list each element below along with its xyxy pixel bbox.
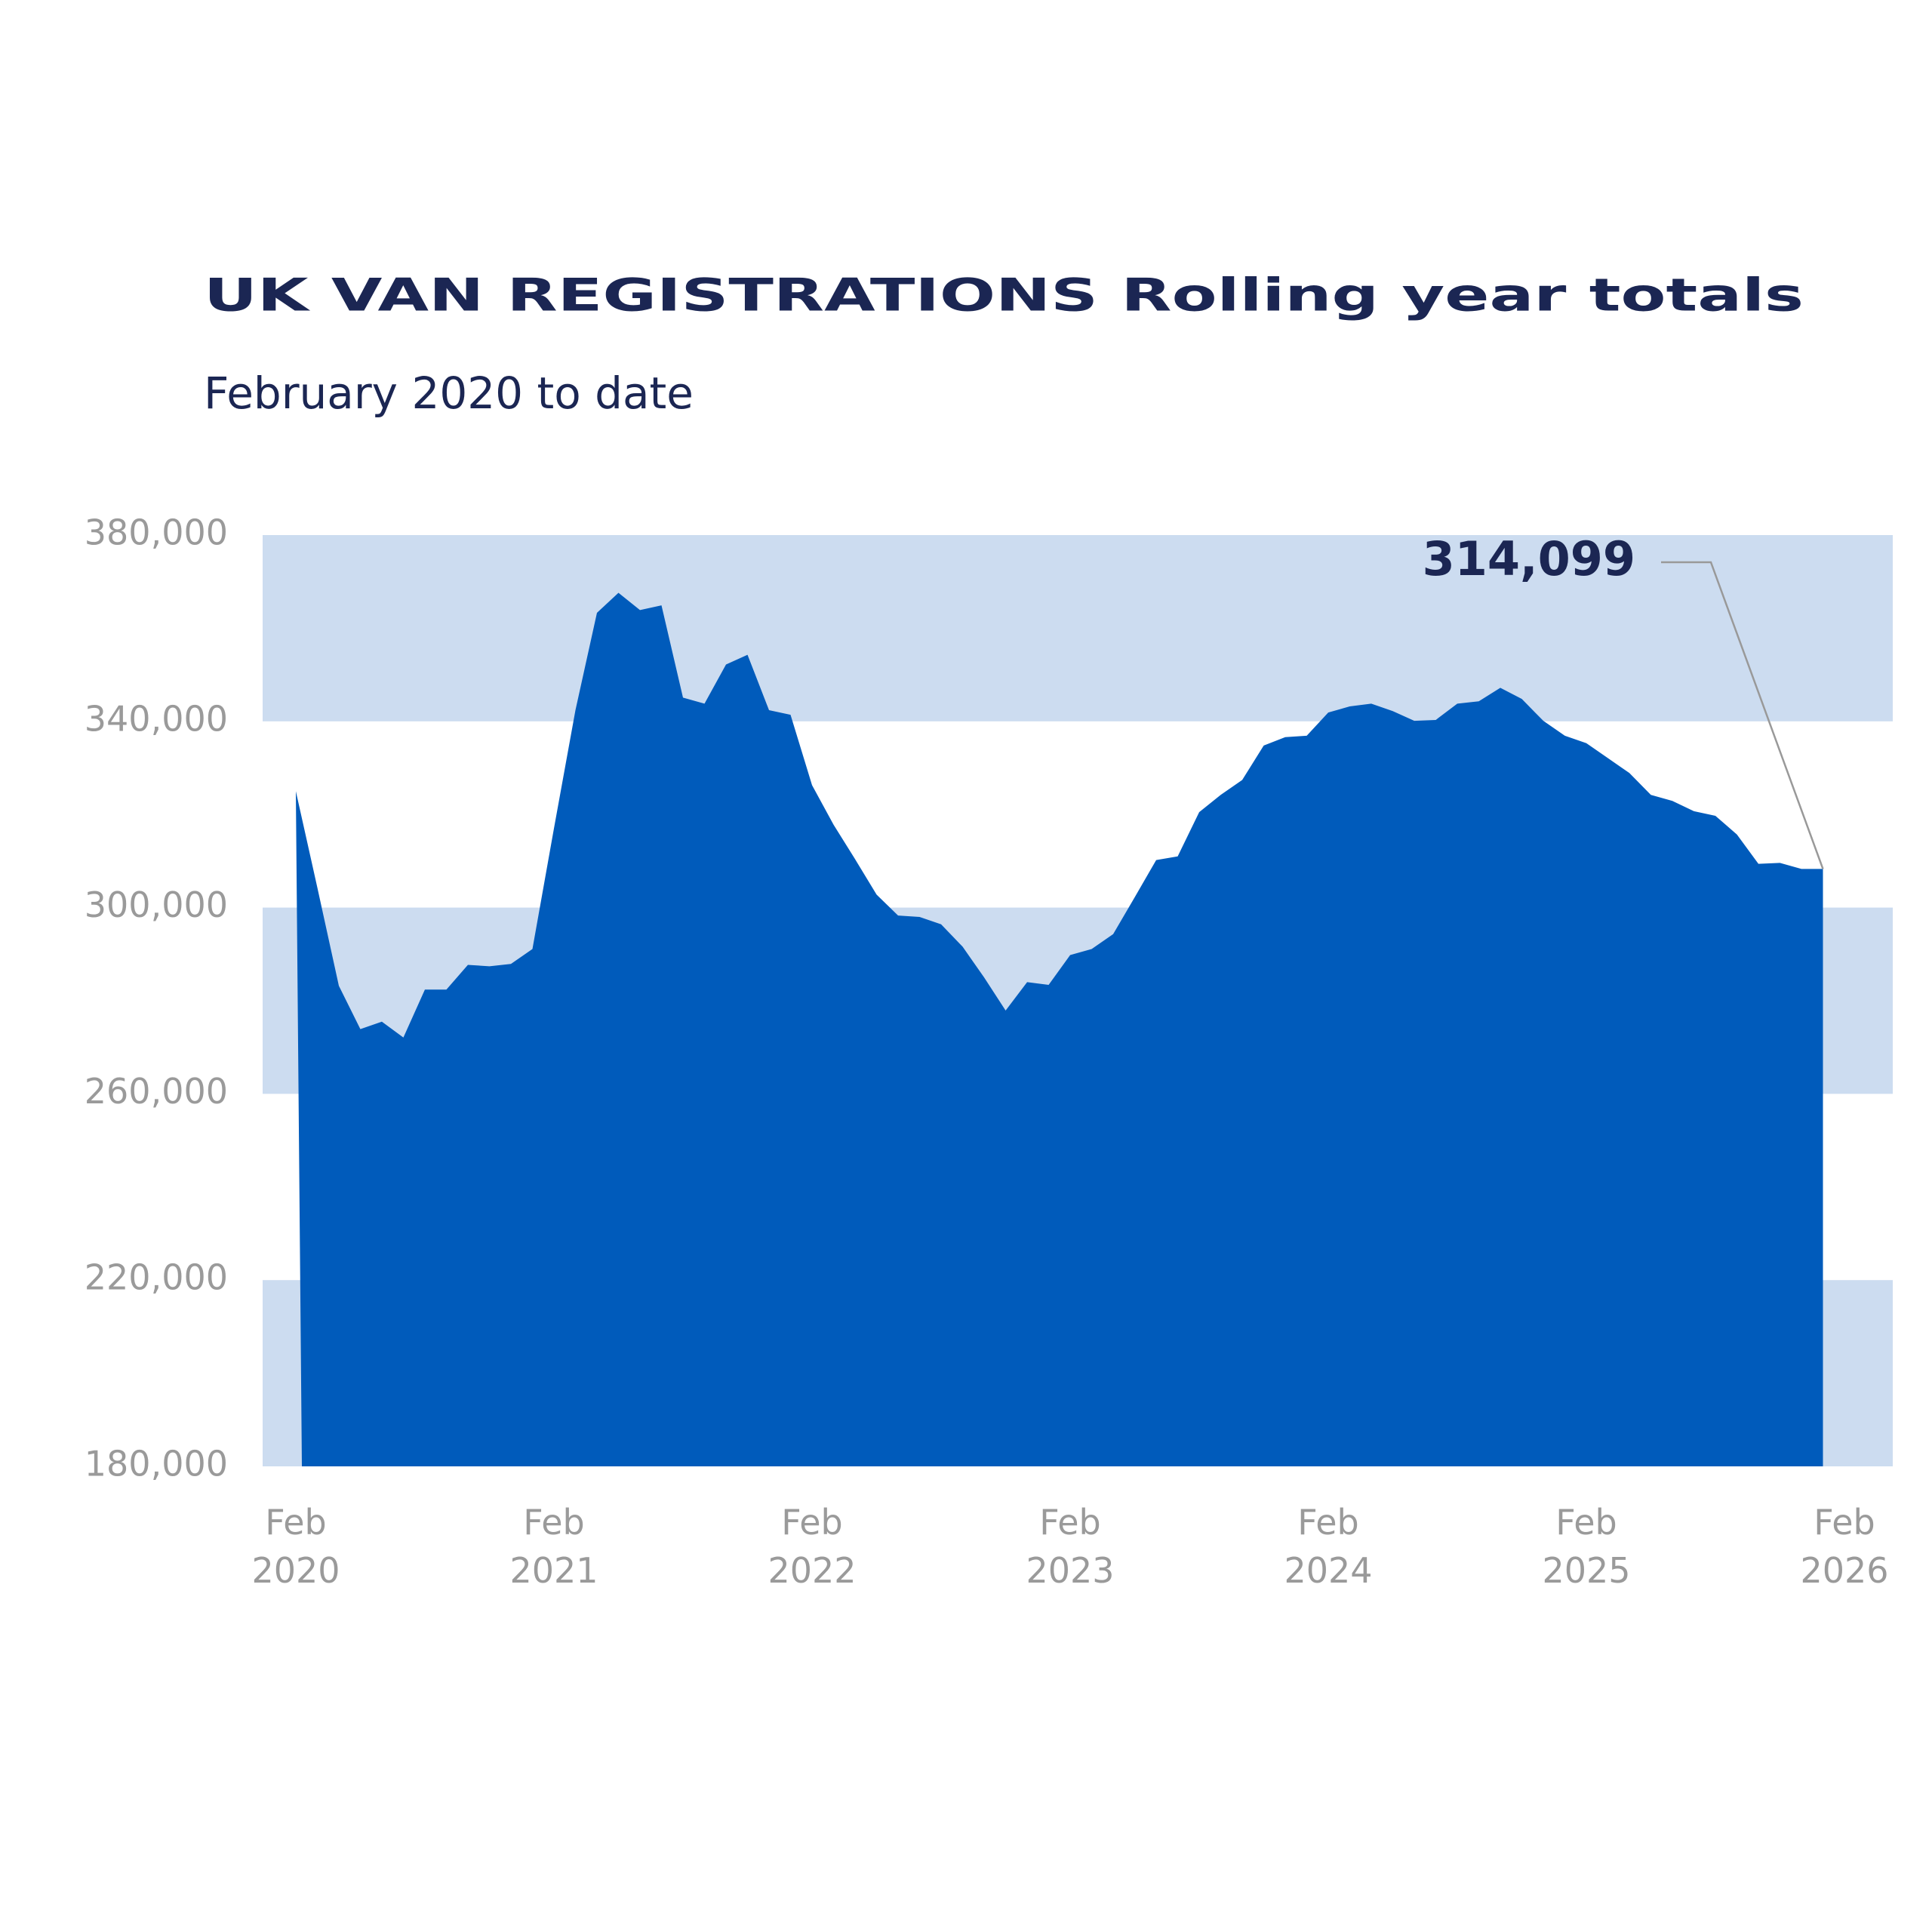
x-tick-label: Feb 2020 xyxy=(251,1502,340,1591)
y-tick-label: 180,000 xyxy=(85,1444,228,1484)
x-tick-label: Feb 2023 xyxy=(1026,1502,1115,1591)
grid-band xyxy=(263,535,1893,721)
annotation-leader xyxy=(1661,561,1824,869)
y-tick-label: 340,000 xyxy=(85,698,228,739)
x-tick-label: Feb 2026 xyxy=(1800,1502,1889,1591)
y-tick-label: 300,000 xyxy=(85,884,228,925)
annotation: 314,099 xyxy=(1423,531,1635,586)
y-tick-label: 260,000 xyxy=(85,1071,228,1112)
chart-title: UK VAN REGISTRATIONS Rolling year totals xyxy=(204,269,1804,322)
y-tick-label: 220,000 xyxy=(85,1257,228,1298)
x-tick-label: Feb 2024 xyxy=(1284,1502,1373,1591)
x-tick-label: Feb 2025 xyxy=(1542,1502,1631,1591)
x-tick-label: Feb 2021 xyxy=(509,1502,598,1591)
y-tick-label: 380,000 xyxy=(85,512,228,553)
x-tick-label: Feb 2022 xyxy=(768,1502,857,1591)
chart-subtitle: February 2020 to date xyxy=(204,368,694,419)
area xyxy=(296,592,1823,1466)
